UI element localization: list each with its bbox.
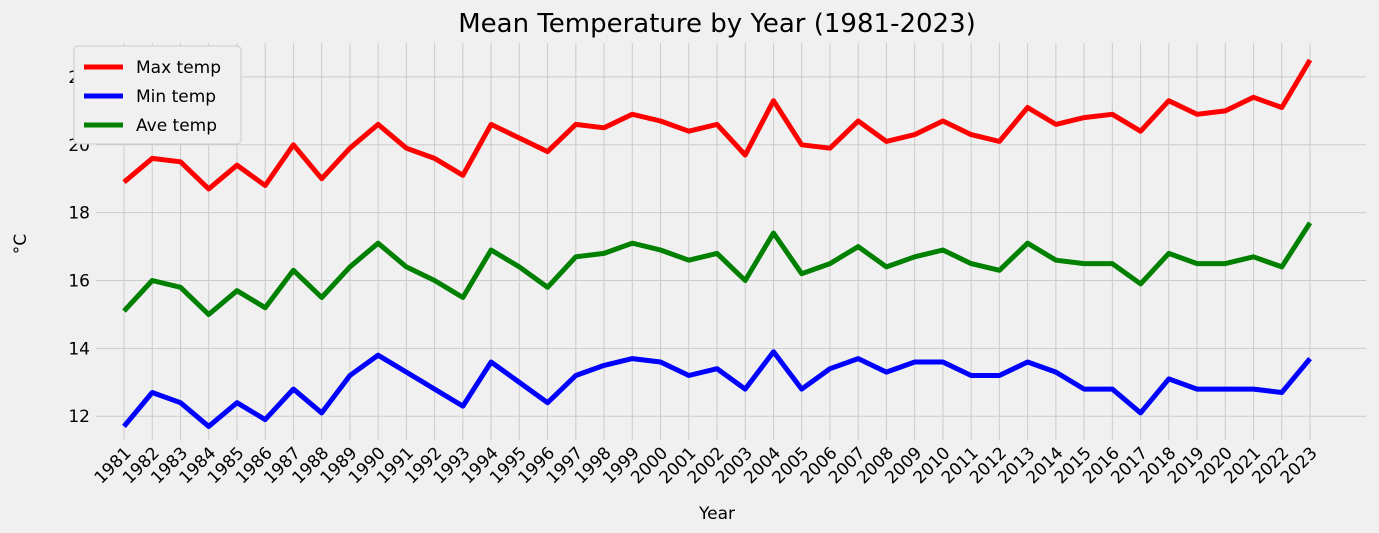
y-tick-label: 18 <box>68 204 90 224</box>
legend-label: Min temp <box>136 87 216 107</box>
series-line-ave-temp <box>122 221 1313 317</box>
y-tick-label: 16 <box>68 272 90 292</box>
series-line-min-temp <box>122 349 1312 429</box>
legend: Max temp Min temp Ave temp <box>73 45 242 145</box>
y-tick-label: 12 <box>68 407 90 427</box>
x-tick-labels: 1981198219831984198519861987198819891990… <box>91 443 1322 488</box>
y-tick-label: 14 <box>68 339 90 359</box>
chart-title: Mean Temperature by Year (1981-2023) <box>458 9 976 39</box>
series-lines <box>122 58 1313 429</box>
legend-box <box>73 45 242 145</box>
x-axis-label: Year <box>698 504 735 524</box>
legend-label: Ave temp <box>136 116 217 136</box>
series-line-max-temp <box>122 58 1313 192</box>
y-axis-label: °C <box>11 234 31 254</box>
legend-label: Max temp <box>136 58 221 78</box>
grid <box>96 43 1366 440</box>
